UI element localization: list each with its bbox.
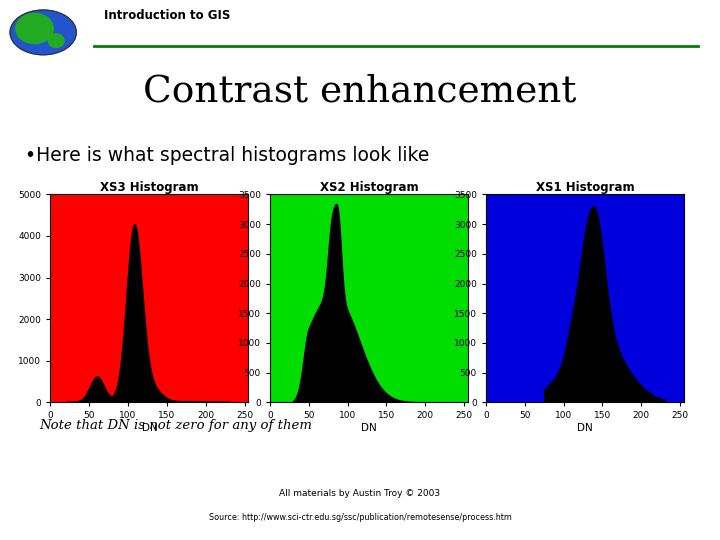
Text: Source: http://www.sci-ctr.edu.sg/ssc/publication/remotesense/process.htm: Source: http://www.sci-ctr.edu.sg/ssc/pu… [209,513,511,522]
X-axis label: DN: DN [577,423,593,433]
Text: All materials by Austin Troy © 2003: All materials by Austin Troy © 2003 [279,489,441,498]
X-axis label: DN: DN [361,423,377,433]
Title: XS2 Histogram: XS2 Histogram [320,181,418,194]
Text: Contrast enhancement: Contrast enhancement [143,73,577,110]
Ellipse shape [48,34,64,48]
Text: •Here is what spectral histograms look like: •Here is what spectral histograms look l… [25,146,430,165]
Text: Note that DN is not zero for any of them: Note that DN is not zero for any of them [40,419,312,432]
Title: XS1 Histogram: XS1 Histogram [536,181,634,194]
X-axis label: DN: DN [142,423,157,433]
Title: XS3 Histogram: XS3 Histogram [100,181,199,194]
Text: Introduction to GIS: Introduction to GIS [104,9,231,22]
Circle shape [10,10,76,55]
Ellipse shape [16,14,53,44]
